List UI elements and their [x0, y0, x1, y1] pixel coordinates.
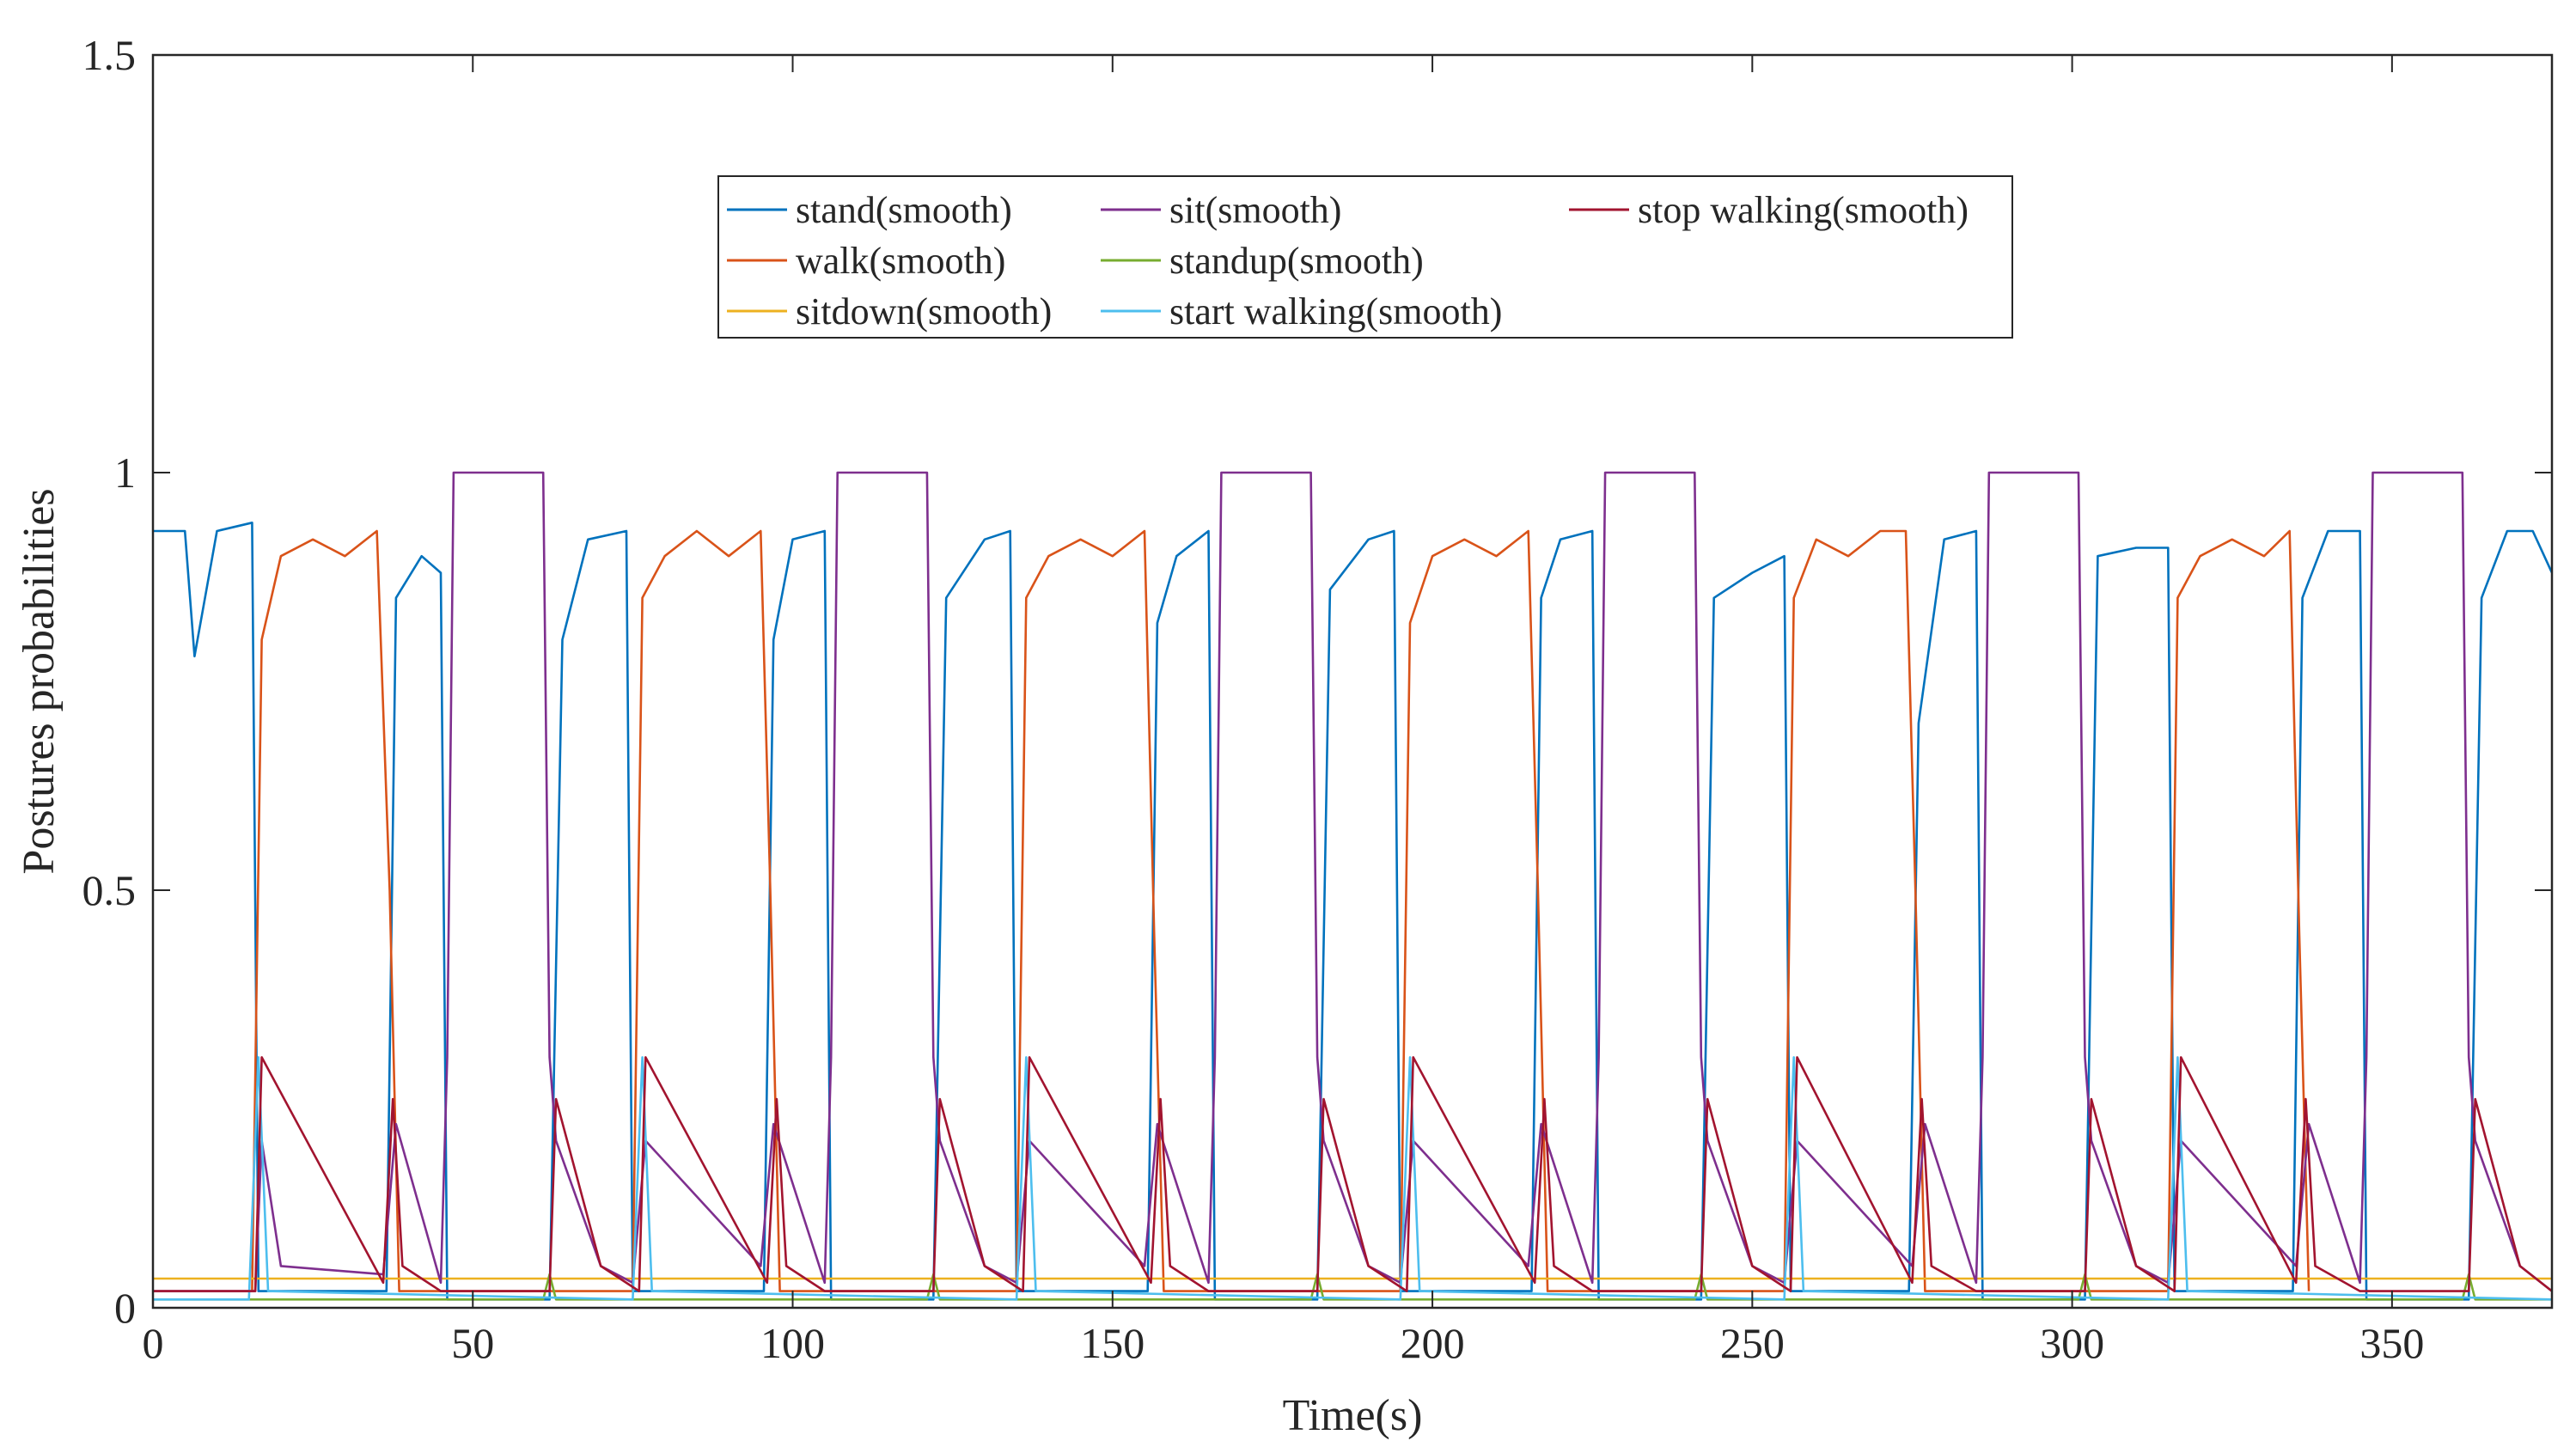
- legend-label-stand: stand(smooth): [796, 189, 1012, 231]
- x-tick-label: 200: [1401, 1319, 1465, 1367]
- x-tick-label: 0: [143, 1319, 164, 1367]
- legend-label-sit: sit(smooth): [1169, 189, 1341, 231]
- series-layer: [153, 471, 2554, 1301]
- legend: stand(smooth) sit(smooth) stop walking(s…: [717, 175, 2013, 339]
- y-tick-label: 0.5: [82, 866, 137, 914]
- legend-label-sitdown: sitdown(smooth): [796, 290, 1052, 333]
- x-tick-label: 250: [1720, 1319, 1785, 1367]
- series-line-start-walking: [153, 1056, 2553, 1301]
- y-tick-label: 1.5: [82, 31, 137, 79]
- series-line-stop-walking: [153, 1056, 2553, 1292]
- x-tick-label: 150: [1080, 1319, 1145, 1367]
- x-tick-label: 350: [2359, 1319, 2424, 1367]
- plot-frame: [151, 53, 2554, 1310]
- y-tick-label: 0: [114, 1284, 136, 1332]
- legend-label-start-walking: start walking(smooth): [1169, 290, 1502, 333]
- y-axis-label: Postures probabilities: [15, 488, 64, 874]
- legend-label-standup: standup(smooth): [1169, 240, 1424, 282]
- legend-box: [717, 175, 2013, 339]
- legend-label-walk: walk(smooth): [796, 240, 1005, 282]
- x-axis-label: Time(s): [1283, 1391, 1423, 1440]
- y-tick-label: 1: [114, 449, 136, 497]
- x-tick-label: 100: [760, 1319, 825, 1367]
- x-tick-label: 50: [451, 1319, 494, 1367]
- x-tick-label: 300: [2040, 1319, 2104, 1367]
- legend-label-stop-walking: stop walking(smooth): [1638, 189, 1969, 231]
- ticks-layer: 0 50 100 150 200 250 300 350 0 0.5 1 1.5: [82, 31, 2552, 1367]
